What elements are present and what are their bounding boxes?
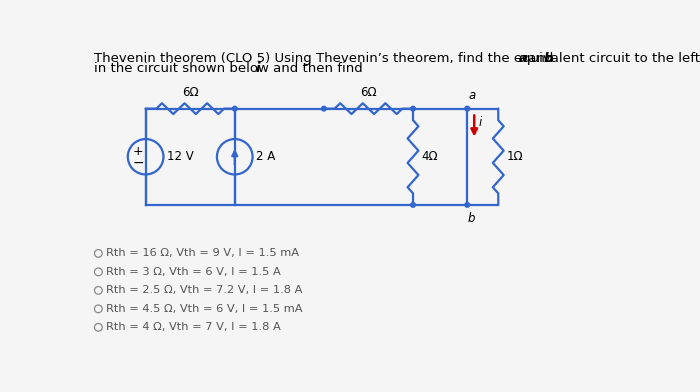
Text: a: a [468,89,475,102]
Text: a: a [519,52,528,65]
Text: −: − [132,156,144,170]
Text: 12 V: 12 V [167,150,194,163]
Text: Rth = 2.5 Ω, Vth = 7.2 V, I = 1.8 A: Rth = 2.5 Ω, Vth = 7.2 V, I = 1.8 A [106,285,302,295]
Circle shape [465,203,470,207]
Text: Rth = 3 Ω, Vth = 6 V, I = 1.5 A: Rth = 3 Ω, Vth = 6 V, I = 1.5 A [106,267,281,277]
Text: Rth = 4 Ω, Vth = 7 V, I = 1.8 A: Rth = 4 Ω, Vth = 7 V, I = 1.8 A [106,322,281,332]
Text: 6Ω: 6Ω [182,85,199,99]
Circle shape [232,106,237,111]
Text: 2 A: 2 A [256,150,275,163]
Text: 6Ω: 6Ω [360,85,377,99]
Text: +: + [132,145,144,158]
Text: b: b [468,212,475,225]
Text: in the circuit shown below and then find: in the circuit shown below and then find [94,62,367,74]
Text: i: i [255,62,260,74]
Text: and: and [524,52,558,65]
Text: 1Ω: 1Ω [507,150,524,163]
Text: Rth = 16 Ω, Vth = 9 V, I = 1.5 mA: Rth = 16 Ω, Vth = 9 V, I = 1.5 mA [106,249,299,258]
Text: b: b [544,52,553,65]
Circle shape [465,106,470,111]
Circle shape [411,203,415,207]
Circle shape [411,106,415,111]
Text: Thevenin theorem (CLO 5) Using Thevenin’s theorem, find the equivalent circuit t: Thevenin theorem (CLO 5) Using Thevenin’… [94,52,700,65]
Circle shape [321,106,326,111]
Text: 4Ω: 4Ω [421,150,438,163]
Text: i: i [478,116,482,129]
Text: Rth = 4.5 Ω, Vth = 6 V, I = 1.5 mA: Rth = 4.5 Ω, Vth = 6 V, I = 1.5 mA [106,304,302,314]
